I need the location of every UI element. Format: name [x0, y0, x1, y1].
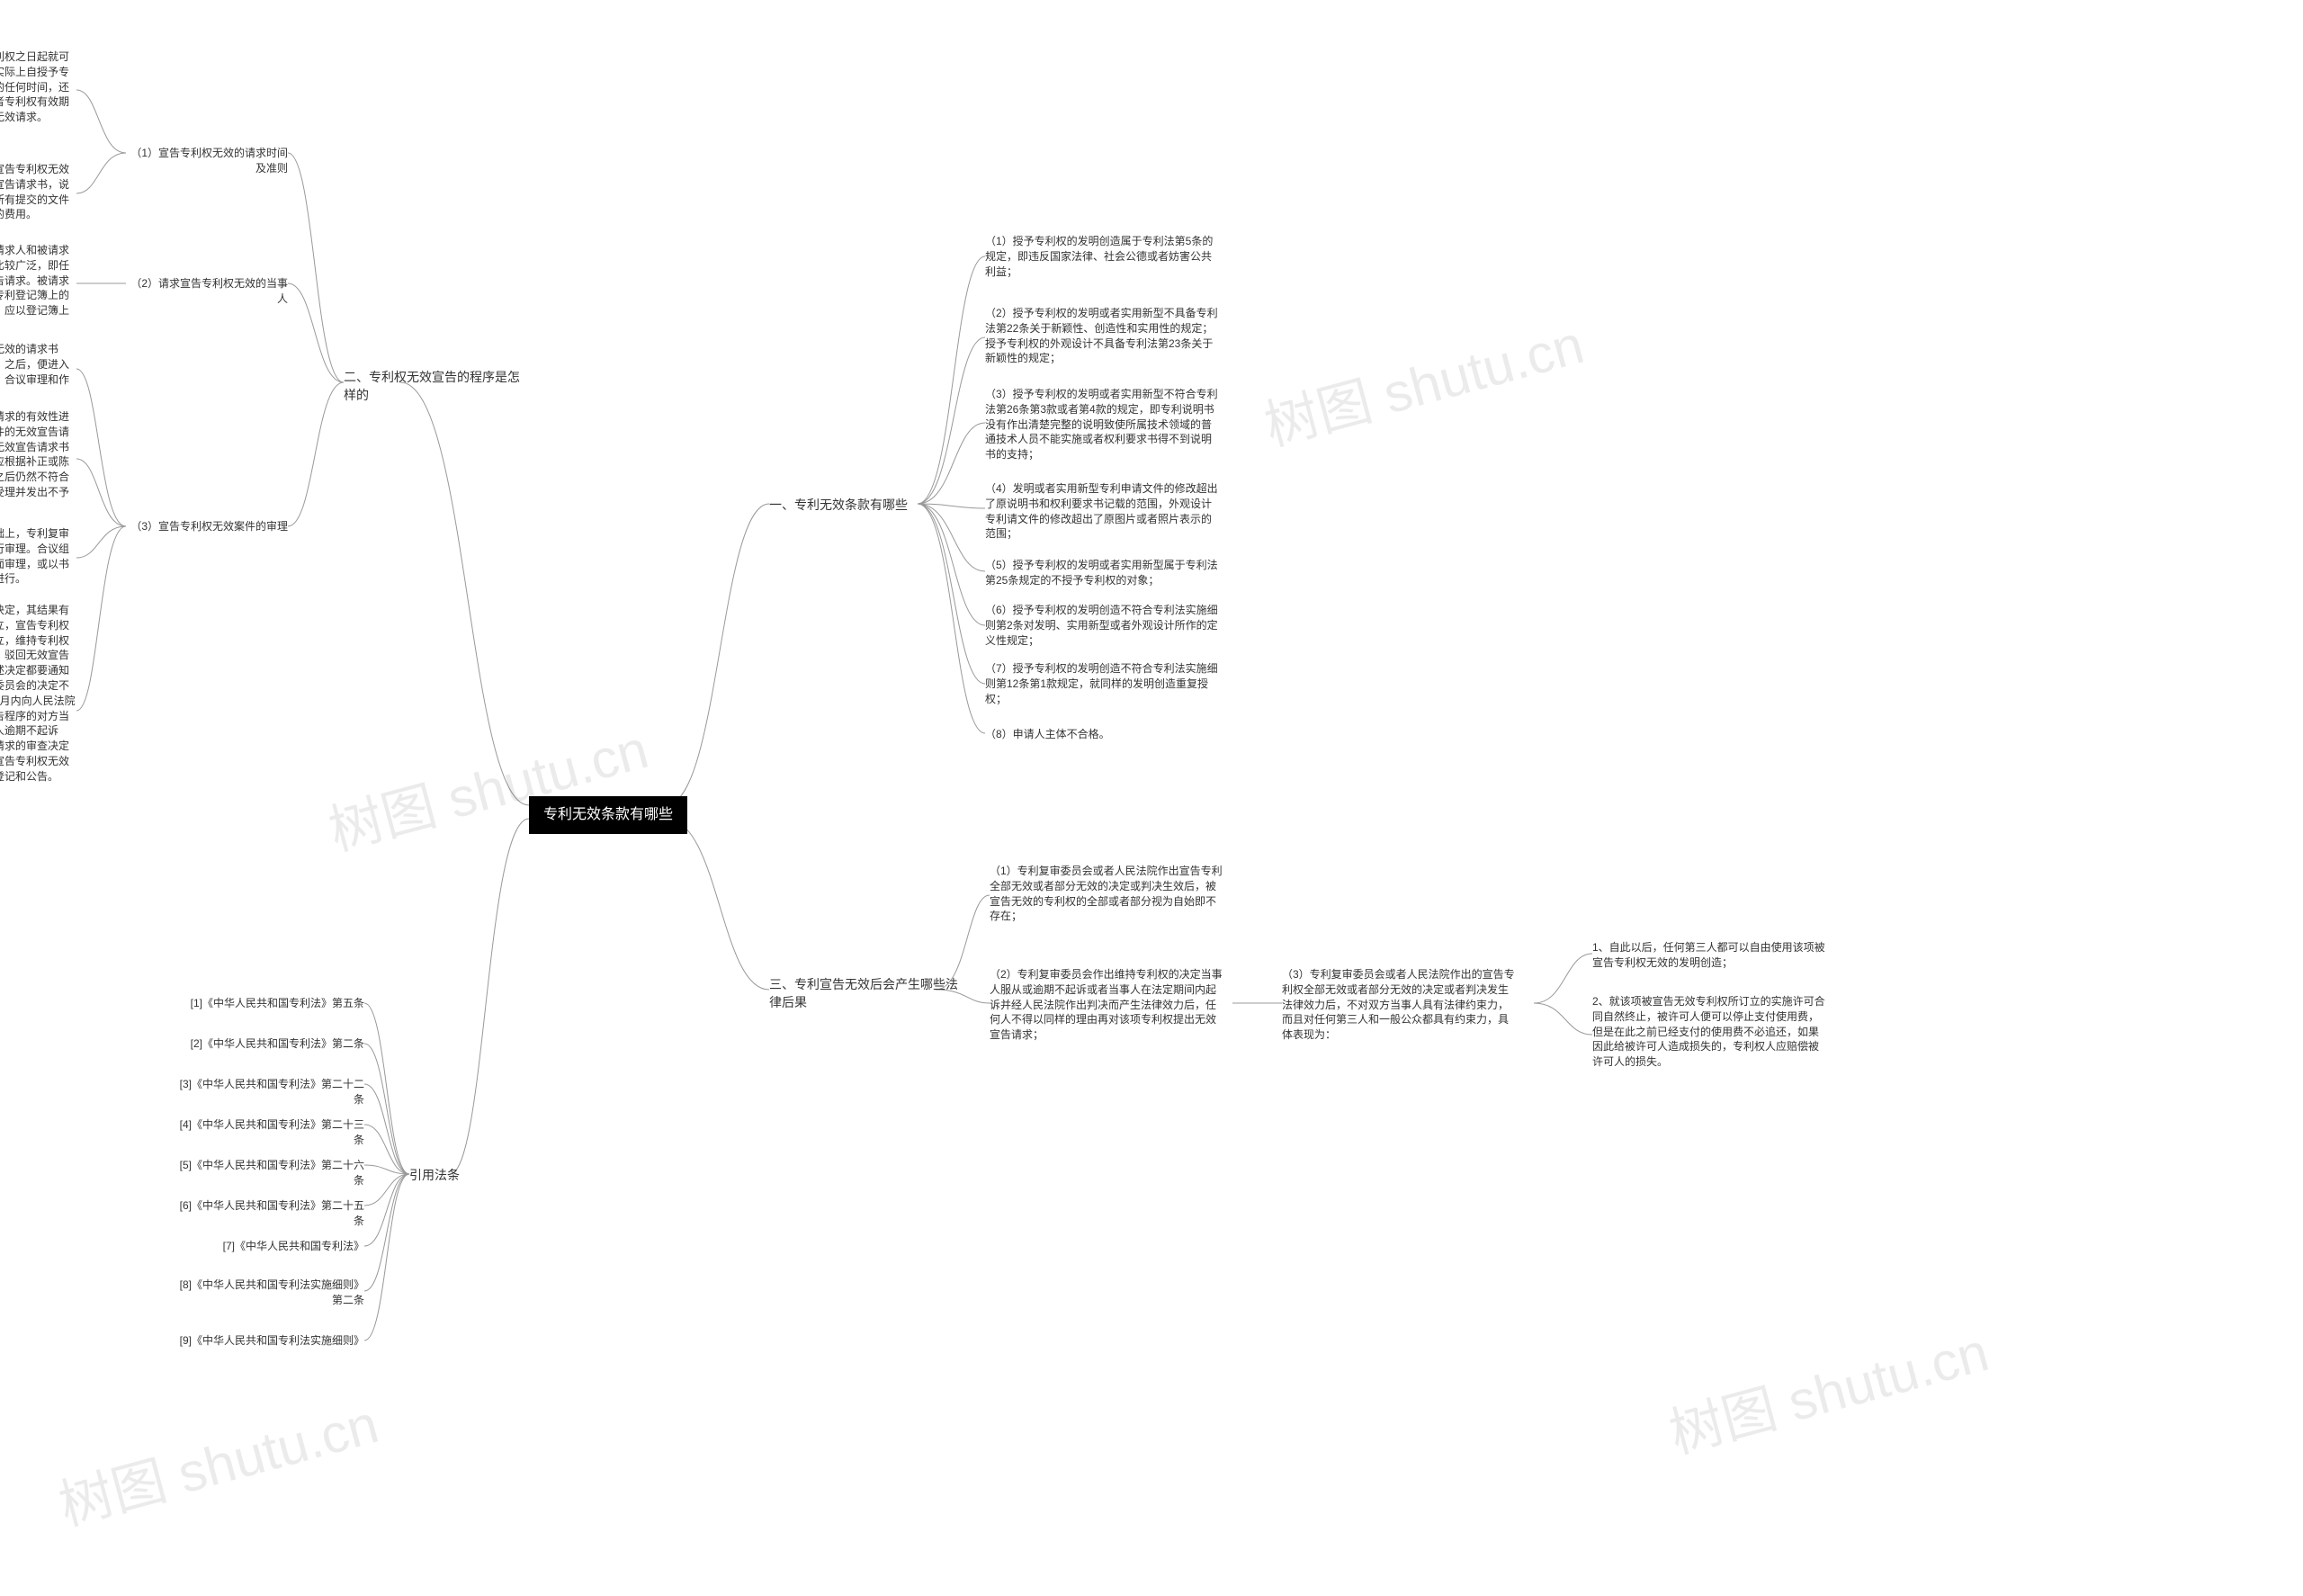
branch-b2: 二、专利权无效宣告的程序是怎样的 [344, 369, 524, 404]
leaf-b1-6: （6）授予专利权的发明创造不符合专利法实施细则第2条对发明、实用新型或者外观设计… [985, 603, 1219, 648]
leaf-b3-3-s2: 2、就该项被宣告无效专利权所订立的实施许可合同自然终止，被许可人便可以停止支付使… [1592, 994, 1826, 1070]
leaf-b2-s3-1: 专利复审委员会收到宣告专利权无效的请求书（包括请求的理由、范围和证据）之后，便进… [0, 342, 76, 402]
watermark-1: 树图 shutu.cn [49, 1380, 386, 1540]
watermark-2: 树图 shutu.cn [319, 705, 656, 865]
leaf-b4-9: [9]《中华人民共和国专利法实施细则》 [171, 1333, 364, 1349]
leaf-b2-s3-2: 形式审查主要是对提出无效宣告请求的有效性进行审查。经过审查，对于符合条件的无效宣… [0, 409, 76, 516]
watermark-4: 树图 shutu.cn [1660, 1308, 1996, 1468]
leaf-b1-7: （7）授予专利权的发明创造不符合专利法实施细则第12条第1款规定，就同样的发明创… [985, 661, 1219, 706]
leaf-b1-2: （2）授予专利权的发明或者实用新型不具备专利法第22条关于新颖性、创造性和实用性… [985, 306, 1219, 366]
sub-b2-s1: （1）宣告专利权无效的请求时间及准则 [126, 146, 288, 176]
leaf-b3-3: （3）专利复审委员会或者人民法院作出的宣告专利权全部无效或者部分无效的决定或者判… [1282, 967, 1516, 1043]
leaf-b1-3: （3）授予专利权的发明或者实用新型不符合专利法第26条第3款或者第4款的规定，即… [985, 387, 1219, 462]
leaf-b1-8: （8）申请人主体不合格。 [985, 727, 1110, 742]
leaf-b4-5: [5]《中华人民共和国专利法》第二十六条 [171, 1158, 364, 1188]
leaf-b2-s3-4: 经过审理，专利复审委员会作出决定，其结果有三种情况：无效宣告请求理由成立，宣告专… [0, 603, 76, 785]
leaf-b2-s1-2: 根据专利法实施细则的规定请求宣告专利权无效应当向专利复审委员会提交无效宣告请求书… [0, 162, 76, 222]
leaf-b4-4: [4]《中华人民共和国专利法》第二十三条 [171, 1117, 364, 1148]
root-node: 专利无效条款有哪些 [529, 796, 687, 834]
leaf-b4-7: [7]《中华人民共和国专利法》 [171, 1239, 364, 1254]
branch-b4: 引用法条 [409, 1167, 460, 1185]
leaf-b2-s2-1: 请求宣告专利权无效的当事人即请求人和被请求人。对于请求人，专利法规定得比较广泛，… [0, 243, 76, 334]
leaf-b3-2: （2）专利复审委员会作出维持专利权的决定当事人服从或逾期不起诉或者当事人在法定期… [990, 967, 1223, 1043]
leaf-b4-1: [1]《中华人民共和国专利法》第五条 [171, 996, 364, 1011]
branch-b1: 一、专利无效条款有哪些 [769, 497, 908, 515]
leaf-b1-1: （1）授予专利权的发明创造属于专利法第5条的规定，即违反国家法律、社会公德或者妨… [985, 234, 1219, 279]
leaf-b3-3-s1: 1、自此以后，任何第三人都可以自由使用该项被宣告专利权无效的发明创造； [1592, 940, 1826, 971]
leaf-b2-s3-3: 合议审理是在形式审查合格的基础上，专利复审委员会指定成立合议组对案件进行审理。合… [0, 526, 76, 587]
branch-b3: 三、专利宣告无效后会产生哪些法律后果 [769, 976, 958, 1011]
sub-b2-s2: （2）请求宣告专利权无效的当事人 [126, 276, 288, 307]
leaf-b3-1: （1）专利复审委员会或者人民法院作出宣告专利全部无效或者部分无效的决定或判决生效… [990, 864, 1223, 924]
leaf-b4-2: [2]《中华人民共和国专利法》第二条 [171, 1036, 364, 1052]
leaf-b4-8: [8]《中华人民共和国专利法实施细则》第二条 [171, 1278, 364, 1308]
leaf-b2-s1-1: 自国家专利行政部门公告授予专利权之日起就可以提出宣告专利权无效的请求，实际上自授… [0, 49, 76, 125]
leaf-b1-5: （5）授予专利权的发明或者实用新型属于专利法第25条规定的不授予专利权的对象； [985, 558, 1219, 588]
sub-b2-s3: （3）宣告专利权无效案件的审理 [126, 519, 288, 534]
leaf-b4-3: [3]《中华人民共和国专利法》第二十二条 [171, 1077, 364, 1107]
leaf-b4-6: [6]《中华人民共和国专利法》第二十五条 [171, 1198, 364, 1229]
leaf-b1-4: （4）发明或者实用新型专利申请文件的修改超出了原说明书和权利要求书记载的范围，外… [985, 481, 1219, 542]
watermark-3: 树图 shutu.cn [1255, 300, 1591, 461]
